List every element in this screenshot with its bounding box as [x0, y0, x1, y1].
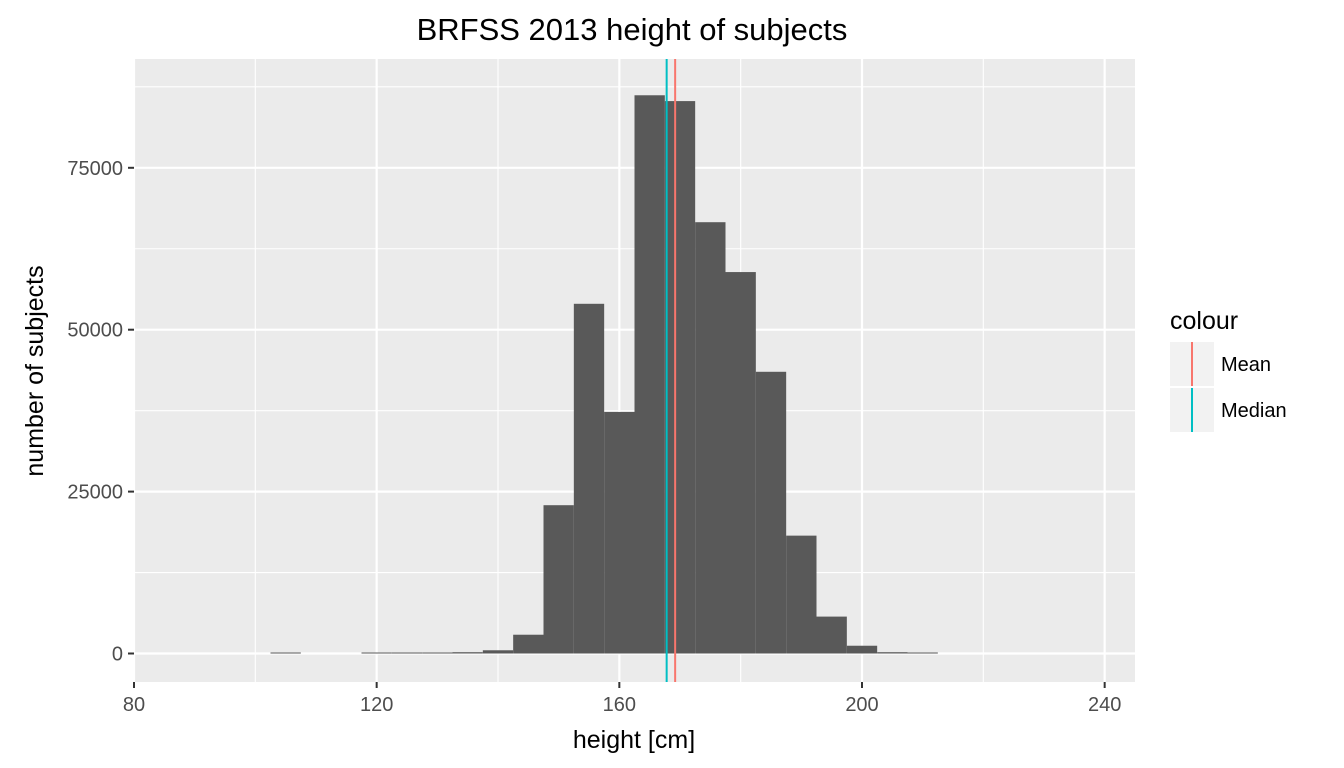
histogram-bar: [422, 652, 453, 654]
legend-label: Median: [1221, 400, 1287, 422]
histogram-bar: [816, 616, 847, 654]
histogram-bar: [634, 95, 665, 654]
x-axis-title: height [cm]: [573, 726, 695, 754]
histogram-bar: [270, 652, 301, 654]
histogram-bar: [786, 535, 817, 654]
y-tick-label: 50000: [67, 320, 123, 342]
histogram-bar: [846, 645, 878, 654]
histogram-bars: [270, 95, 938, 654]
histogram-bar: [391, 652, 423, 654]
legend-entries: Mean Median: [1170, 342, 1287, 432]
x-tick-label: 200: [845, 694, 878, 716]
y-tick-label: 75000: [67, 158, 123, 180]
histogram-bar: [361, 652, 392, 654]
chart-title: BRFSS 2013 height of subjects: [417, 12, 848, 47]
histogram-bar: [755, 371, 787, 654]
reference-lines: [665, 59, 677, 682]
legend: colour Mean Median: [1170, 307, 1287, 432]
x-axis-ticks: 80 120 160 200 240: [123, 682, 1121, 716]
histogram-bar: [513, 634, 544, 654]
histogram-bar: [604, 411, 635, 654]
histogram-bar: [877, 652, 908, 654]
legend-label: Mean: [1221, 354, 1271, 376]
histogram-bar: [452, 652, 483, 654]
histogram-bar: [482, 650, 514, 654]
x-tick-label: 120: [360, 694, 393, 716]
y-axis-title: number of subjects: [21, 265, 49, 476]
legend-title: colour: [1170, 307, 1238, 335]
histogram-bar: [725, 272, 756, 654]
histogram-bar: [543, 505, 574, 654]
y-tick-label: 25000: [67, 482, 123, 504]
x-tick-label: 240: [1088, 694, 1121, 716]
y-tick-label: 0: [112, 644, 123, 666]
x-tick-label: 80: [123, 694, 145, 716]
histogram-bar: [664, 101, 696, 654]
y-axis-ticks: 0 25000 50000 75000: [67, 158, 134, 666]
histogram-bar: [907, 652, 938, 654]
x-tick-label: 160: [603, 694, 636, 716]
histogram-bar: [573, 303, 605, 654]
histogram-bar: [695, 222, 726, 654]
